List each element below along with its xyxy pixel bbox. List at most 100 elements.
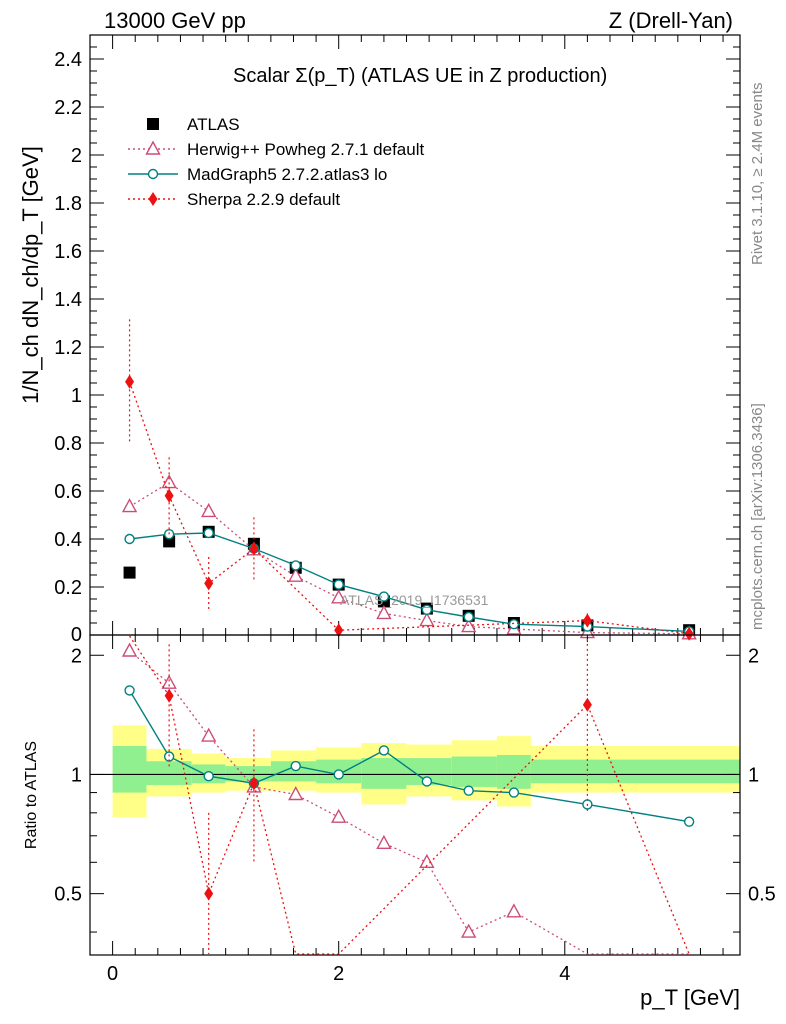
ratio-series-line xyxy=(128,690,690,823)
stat-band-green xyxy=(496,754,531,789)
stat-band-green xyxy=(112,745,147,793)
header-left: 13000 GeV pp xyxy=(104,8,246,33)
ratio-data-point xyxy=(204,886,214,901)
main-data-point xyxy=(331,589,347,604)
legend: ATLAS Herwig++ Powheg 2.7.1 default MadGra… xyxy=(128,115,424,209)
x-axis-label: p_T [GeV] xyxy=(640,985,740,1010)
main-y-tick-label: 1.2 xyxy=(54,337,82,359)
main-data-point xyxy=(333,579,344,590)
ratio-data-point xyxy=(378,745,390,756)
main-data-point xyxy=(164,488,174,503)
ratio-data-point xyxy=(288,786,304,801)
main-data-point xyxy=(249,541,259,556)
main-y-tick-label: 1.6 xyxy=(54,241,82,263)
ratio-data-point xyxy=(461,923,477,938)
main-data-point xyxy=(290,560,301,571)
ratio-data-point xyxy=(331,808,347,823)
ratio-plot-frame: 0 2 4 0.5 0.5 1 1 2 2 xyxy=(54,634,776,985)
main-y-label-text: 1/N_ch dN_ch/dp_T [GeV] xyxy=(18,146,43,404)
header-right: Z (Drell-Yan) xyxy=(609,8,733,33)
main-y-tick-label: 2 xyxy=(71,145,82,167)
legend-marker xyxy=(148,192,158,206)
main-data-point xyxy=(288,567,304,582)
main-data-point xyxy=(421,604,433,615)
legend-marker xyxy=(147,168,159,180)
main-y-tick-label: 1.8 xyxy=(54,193,82,215)
ratio-series-circle-open xyxy=(124,685,695,827)
main-data-point xyxy=(376,604,392,620)
main-title-text: Scalar Σ(p_T) (ATLAS UE in Z production) xyxy=(233,65,607,87)
ratio-data-point xyxy=(506,903,522,918)
legend-label: Sherpa 2.2.9 default xyxy=(187,190,340,209)
main-y-tick-label: 1.4 xyxy=(54,289,82,311)
main-y-tick-label: 1 xyxy=(71,385,82,407)
ratio-data-point xyxy=(161,674,177,689)
ratio-series-line xyxy=(129,650,690,955)
main-y-tick-label: 0.2 xyxy=(54,577,82,599)
x-tick-label: 2 xyxy=(333,963,344,985)
ratio-data-point xyxy=(376,834,392,850)
ratio-data-point xyxy=(203,770,214,782)
main-y-tick-label-zero: 0 xyxy=(71,624,82,646)
main-data-point xyxy=(508,619,520,630)
main-data-point xyxy=(124,533,135,545)
legend-entry: MadGraph5 2.7.2.atlas3 lo xyxy=(128,165,387,184)
main-y-tick-label: 2.4 xyxy=(54,49,82,71)
main-data-point xyxy=(204,576,214,591)
ratio-data-point xyxy=(683,816,695,827)
legend-entry: ATLAS xyxy=(147,115,240,134)
ratio-y-tick-label: 0.5 xyxy=(54,884,82,906)
legend-entry: Sherpa 2.2.9 default xyxy=(128,190,340,209)
main-data-point xyxy=(419,612,435,627)
main-data-point xyxy=(334,623,344,638)
analysis-watermark: ATLAS_2019_I1736531 xyxy=(340,592,489,608)
legend-marker xyxy=(145,140,161,155)
ratio-y-label-text: Ratio to ATLAS xyxy=(23,741,40,849)
legend-marker xyxy=(147,118,159,130)
main-data-point xyxy=(123,566,136,579)
main-y-tick-label: 0.4 xyxy=(54,529,82,551)
main-y-tick-label: 2.2 xyxy=(54,97,82,119)
main-data-point xyxy=(378,591,390,602)
main-data-point xyxy=(203,527,214,539)
stat-band-green xyxy=(225,766,271,782)
mcplots-label: mcplots.cern.ch [arXiv:1306.3436] xyxy=(749,403,766,630)
ratio-data-point xyxy=(508,787,520,798)
main-data-point xyxy=(684,626,694,641)
ratio-series-triangle-open xyxy=(121,642,690,955)
ratio-data-point xyxy=(421,776,433,787)
stat-band-green xyxy=(451,756,497,787)
ratio-y-tick-label-right: 0.5 xyxy=(748,884,776,906)
ratio-data-point xyxy=(582,697,592,712)
stat-band-green xyxy=(270,761,317,782)
ratio-plot-border xyxy=(89,634,741,956)
ratio-data-point xyxy=(463,785,474,796)
x-tick-label: 4 xyxy=(559,963,570,985)
ratio-data-point xyxy=(164,688,174,703)
stat-band-green xyxy=(361,758,407,789)
ratio-series-diamond xyxy=(129,635,690,955)
main-y-axis-label: 1/N_ch dN_ch/dp_T [GeV] xyxy=(18,146,43,404)
x-label-text: p_T [GeV] xyxy=(640,985,740,1010)
main-data-point xyxy=(463,611,474,623)
ratio-data-point xyxy=(290,760,301,772)
ratio-data-point xyxy=(121,642,138,657)
legend-label: Herwig++ Powheg 2.7.1 default xyxy=(187,140,424,159)
legend-entry: Herwig++ Powheg 2.7.1 default xyxy=(128,140,424,159)
main-series-line xyxy=(129,481,690,635)
rivet-label: Rivet 3.1.10, ≥ 2.4M events xyxy=(749,83,766,266)
main-data-point xyxy=(582,613,592,628)
ratio-y-tick-label-right: 1 xyxy=(748,764,759,786)
main-data-point xyxy=(125,374,135,389)
ratio-data-point xyxy=(419,853,435,869)
main-series-line xyxy=(129,532,690,633)
main-data-point xyxy=(121,498,138,513)
x-tick-label: 0 xyxy=(107,963,118,985)
ratio-series-line xyxy=(129,635,690,955)
ratio-y-axis-label: Ratio to ATLAS xyxy=(23,741,40,849)
stat-band-green xyxy=(146,761,192,786)
main-y-tick-label: 0.8 xyxy=(54,433,82,455)
ratio-y-tick-label-right: 2 xyxy=(748,645,759,667)
stat-band-green xyxy=(530,759,740,784)
